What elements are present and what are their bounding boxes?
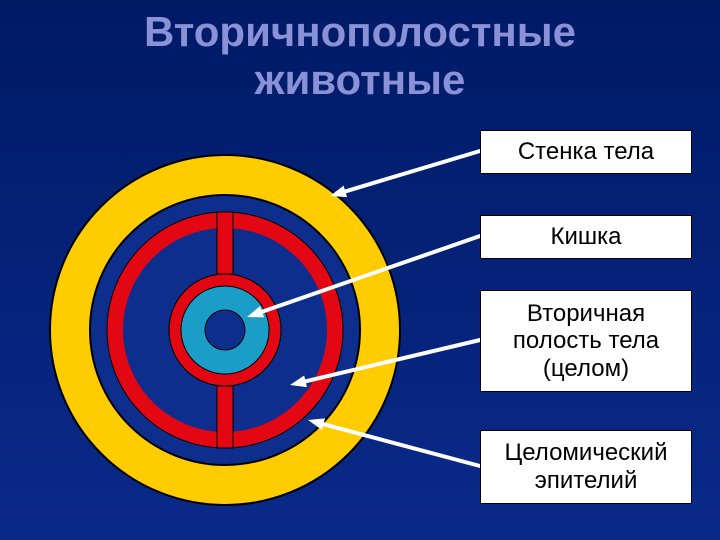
title-line1: Вторичнополостные	[0, 8, 720, 56]
title-line2: животные	[0, 56, 720, 104]
label-body-wall: Стенка тела	[480, 130, 692, 174]
ring-gut-lumen-top	[205, 310, 245, 350]
label-gut: Кишка	[480, 215, 692, 259]
label-coelom: Вторичная полость тела (целом)	[480, 290, 692, 392]
label-epithelium: Целомический эпителий	[480, 430, 692, 504]
mesentery-bottom	[217, 386, 233, 448]
arrow-body-wall-shaft	[345, 151, 480, 191]
mesentery-top	[217, 212, 233, 274]
slide-stage: Вторичнополостные животные Стенка тела К…	[0, 0, 720, 540]
